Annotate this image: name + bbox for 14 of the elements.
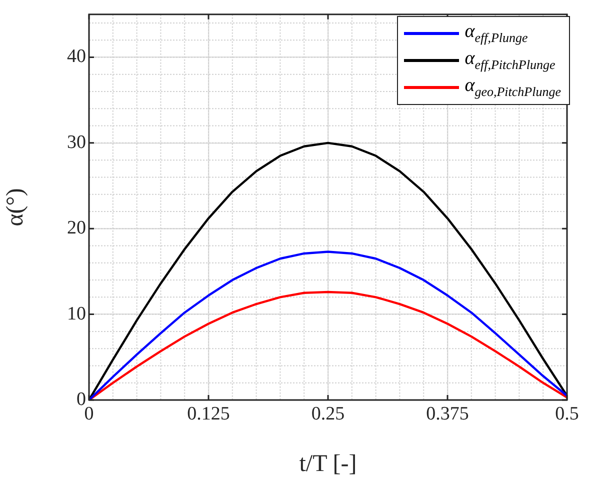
legend-label: α$_{eff,PitchPlunge}$ (464, 48, 556, 73)
y-tick-label: 40 (67, 46, 86, 68)
legend-label: α$_{eff,Plunge}$ (464, 21, 528, 46)
x-tick-label: 0.125 (187, 403, 230, 424)
y-axis-title: α(°) (2, 188, 29, 226)
x-tick-label: 0.25 (311, 403, 345, 424)
y-tick-label: 20 (67, 218, 86, 239)
x-tick-label: 0.5 (555, 403, 579, 424)
x-tick-label: 0.375 (426, 403, 469, 424)
y-tick-label: 10 (67, 303, 86, 324)
legend-label: α$_{geo,PitchPlunge}$ (464, 75, 561, 100)
y-tick-label: 30 (67, 132, 86, 153)
x-axis-title: t/T [-] (299, 450, 357, 477)
y-tick-label: 0 (76, 388, 86, 410)
